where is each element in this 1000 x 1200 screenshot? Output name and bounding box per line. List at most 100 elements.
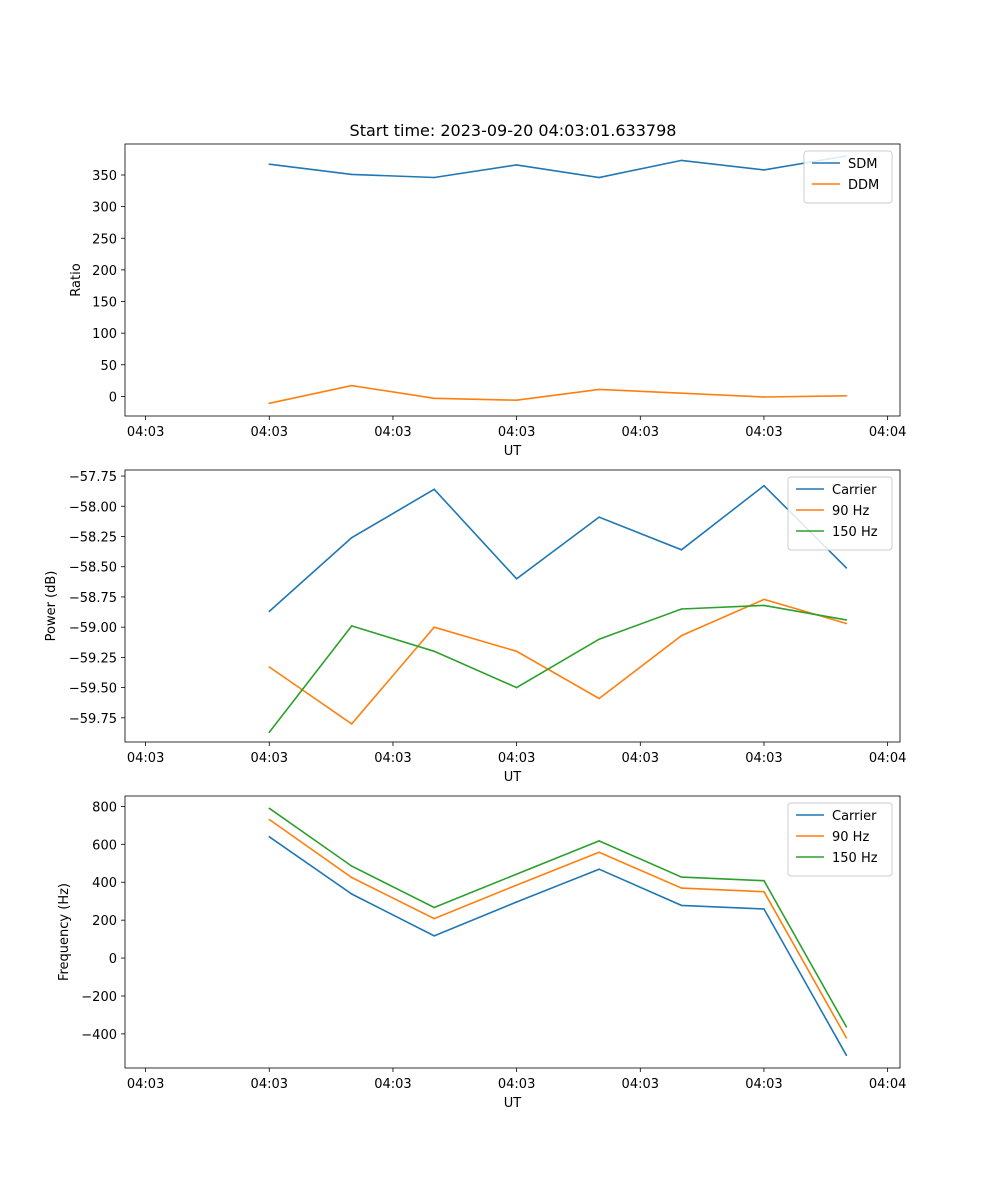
- data-point: [845, 1026, 848, 1028]
- data-point: [763, 169, 765, 171]
- data-point: [515, 884, 518, 886]
- x-axis-label: UT: [504, 770, 522, 785]
- figure-title: Start time: 2023-09-20 04:03:01.633798: [350, 121, 677, 140]
- data-point: [350, 536, 353, 539]
- data-point: [515, 578, 518, 580]
- x-axis-label: UT: [504, 1096, 522, 1111]
- data-point: [515, 686, 518, 689]
- data-point: [598, 388, 600, 391]
- plot-frame: [124, 143, 901, 417]
- data-point: [845, 1054, 848, 1057]
- x-tick-label: 04:03: [251, 425, 288, 440]
- y-tick-label: −58.00: [69, 500, 117, 515]
- y-tick-label: 800: [92, 800, 117, 815]
- data-point: [268, 610, 271, 613]
- y-tick-label: 100: [92, 327, 117, 342]
- x-tick-label: 04:03: [622, 1077, 659, 1092]
- data-point: [680, 634, 683, 637]
- data-point: [515, 399, 518, 401]
- series-line-ddm: [269, 384, 847, 405]
- y-tick-label: 250: [92, 232, 117, 247]
- data-point: [268, 818, 271, 821]
- data-point: [763, 484, 765, 487]
- series-line-sdm: [269, 155, 847, 179]
- data-point: [350, 865, 353, 867]
- data-point: [433, 917, 435, 920]
- data-point: [845, 394, 848, 397]
- legend: Carrier 90 Hz 150 Hz: [787, 476, 893, 551]
- chart-panel-2: 04:03 04:03 04:03 04:03 04:03 04:03 04:04 −59.7…: [44, 469, 906, 785]
- data-point: [845, 622, 848, 625]
- x-tick-label: 04:03: [498, 751, 535, 766]
- x-tick-label: 04:03: [374, 1077, 411, 1092]
- y-tick-label: 600: [92, 838, 117, 853]
- data-point: [350, 723, 353, 725]
- data-point: [515, 164, 518, 166]
- legend: Carrier 90 Hz 150 Hz: [787, 802, 893, 877]
- legend-label: Carrier: [832, 483, 877, 498]
- data-point: [268, 731, 271, 734]
- data-point: [680, 608, 683, 610]
- data-point: [763, 879, 765, 882]
- y-axis-label: Ratio: [69, 263, 84, 296]
- legend-label: Carrier: [832, 809, 877, 824]
- data-point: [680, 392, 683, 395]
- data-point: [845, 1037, 848, 1039]
- x-axis-label: UT: [504, 444, 522, 459]
- y-tick-label: −57.75: [69, 470, 117, 485]
- data-point: [515, 901, 518, 903]
- data-point: [680, 876, 683, 878]
- data-point: [350, 384, 353, 387]
- legend-label: 150 Hz: [832, 525, 878, 540]
- data-point: [598, 638, 600, 641]
- data-point: [680, 548, 683, 551]
- x-tick-label: 04:03: [251, 751, 288, 766]
- series-line-carrier: [268, 484, 847, 612]
- x-tick-label: 04:03: [622, 425, 659, 440]
- legend-label: 150 Hz: [832, 851, 878, 866]
- x-tick-label: 04:03: [622, 751, 659, 766]
- data-point: [433, 397, 435, 400]
- data-point: [433, 906, 435, 909]
- legend-box: [803, 150, 893, 204]
- x-tick-label: 04:03: [127, 751, 164, 766]
- y-tick-label: 0: [109, 390, 117, 405]
- y-tick-label: 200: [92, 914, 117, 929]
- data-point: [598, 697, 600, 700]
- data-point: [680, 159, 683, 162]
- x-tick-label: 04:03: [498, 425, 535, 440]
- y-tick-label: −200: [81, 990, 117, 1005]
- y-tick-label: −58.75: [69, 591, 117, 606]
- x-tick-label: 04:03: [745, 1077, 782, 1092]
- data-point: [268, 163, 271, 166]
- x-tick-label: 04:04: [869, 425, 906, 440]
- y-tick-label: −59.75: [69, 712, 117, 727]
- y-tick-label: 400: [92, 876, 117, 891]
- data-point: [763, 908, 765, 910]
- y-tick-label: −59.50: [69, 682, 117, 697]
- legend: SDM DDM: [803, 150, 893, 204]
- x-tick-label: 04:03: [127, 425, 164, 440]
- series-line-150-hz: [268, 807, 848, 1028]
- charts: 04:03 04:03 04:03 04:03 04:03 04:03 04:04 0 50 10…: [44, 143, 906, 1111]
- y-tick-label: 350: [92, 169, 117, 184]
- x-tick-label: 04:03: [374, 751, 411, 766]
- y-tick-label: −400: [81, 1028, 117, 1043]
- series-line-150-hz: [268, 604, 847, 733]
- x-tick-label: 04:04: [869, 1077, 906, 1092]
- x-tick-label: 04:03: [374, 425, 411, 440]
- data-point: [433, 935, 435, 937]
- x-tick-label: 04:03: [498, 1077, 535, 1092]
- series-line-carrier: [268, 836, 848, 1056]
- data-point: [598, 840, 600, 842]
- y-tick-label: 200: [92, 264, 117, 279]
- data-point: [433, 650, 435, 653]
- y-tick-label: −58.50: [69, 561, 117, 576]
- chart-panel-1: 04:03 04:03 04:03 04:03 04:03 04:03 04:04 0 50 10…: [69, 143, 906, 459]
- legend-label: 90 Hz: [832, 830, 869, 845]
- y-tick-label: −59.25: [69, 651, 117, 666]
- data-point: [763, 396, 765, 398]
- x-tick-label: 04:03: [745, 751, 782, 766]
- data-point: [598, 176, 600, 179]
